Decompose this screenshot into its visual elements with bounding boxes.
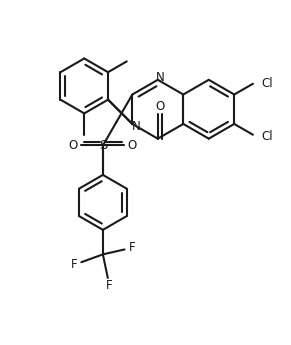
Text: N: N (132, 120, 141, 134)
Text: F: F (129, 241, 135, 254)
Text: O: O (155, 100, 164, 113)
Text: O: O (69, 139, 78, 152)
Text: Cl: Cl (262, 130, 274, 143)
Text: F: F (106, 279, 113, 292)
Text: S: S (99, 139, 107, 152)
Text: F: F (71, 258, 77, 272)
Text: Cl: Cl (262, 77, 274, 90)
Text: N: N (155, 71, 164, 84)
Text: O: O (128, 139, 137, 152)
